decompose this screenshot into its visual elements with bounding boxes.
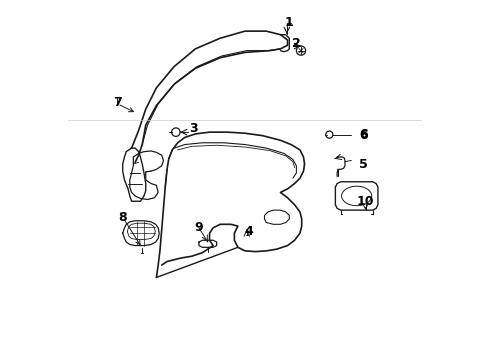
Text: 3: 3 bbox=[189, 122, 198, 135]
Text: 7: 7 bbox=[113, 95, 122, 108]
Text: 10: 10 bbox=[357, 195, 374, 208]
Text: 6: 6 bbox=[360, 128, 368, 141]
Text: 5: 5 bbox=[359, 158, 368, 171]
Text: 6: 6 bbox=[360, 129, 368, 142]
Text: 9: 9 bbox=[195, 221, 203, 234]
Text: 1: 1 bbox=[285, 16, 294, 29]
Text: 2: 2 bbox=[292, 37, 301, 50]
Text: 8: 8 bbox=[119, 211, 127, 224]
Text: 4: 4 bbox=[244, 225, 253, 238]
